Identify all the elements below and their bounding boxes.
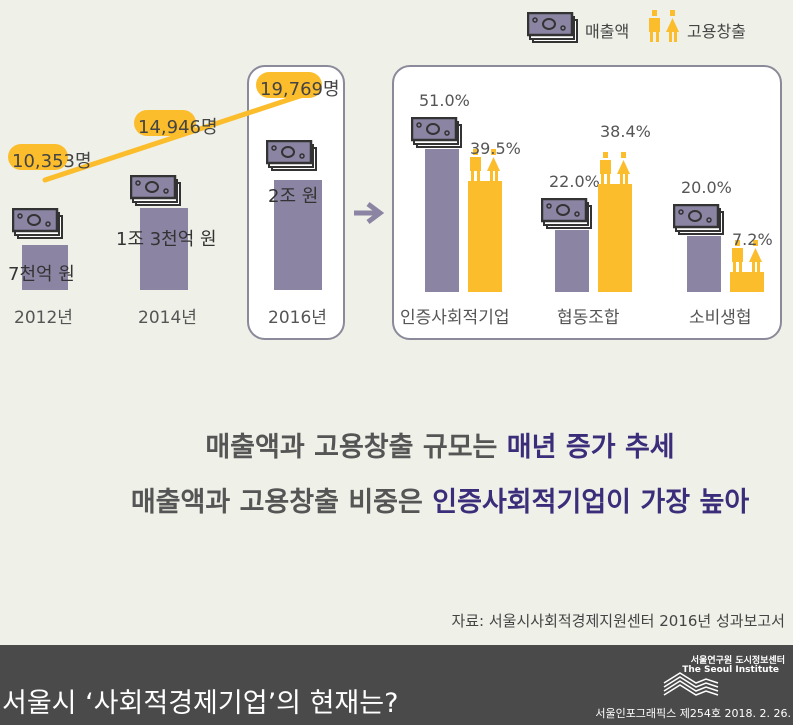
employment-share-label: 7.2%	[732, 229, 773, 249]
legend-sales: 매출액	[585, 22, 630, 41]
people-icon	[732, 239, 762, 272]
people-icon	[470, 149, 500, 182]
sales-share-label: 51.0%	[419, 91, 470, 111]
issue-info: 서울인포그래픽스 제254호 2018. 2. 26.	[595, 707, 791, 720]
employment-line	[42, 89, 315, 183]
sales-bar-2016	[274, 180, 322, 290]
employment-pill-2014	[134, 110, 196, 136]
employment-trend-line	[42, 89, 315, 183]
sales-share-label: 22.0%	[549, 172, 600, 192]
people-icon	[600, 152, 630, 185]
seoul-institute-logo	[663, 672, 719, 696]
sales-label-2014: 1조 3천억 원	[116, 229, 217, 250]
sales-share-bar	[425, 149, 459, 292]
employment-label-2014: 14,946명	[138, 117, 218, 138]
employment-share-label: 39.5%	[470, 139, 521, 159]
employment-share-bar	[598, 184, 632, 292]
legend: 매출액 고용창출	[527, 10, 787, 44]
category-label: 소비생협	[689, 308, 752, 328]
money-icon	[266, 140, 317, 171]
money-icon	[130, 175, 181, 206]
year-2016: 2016년	[268, 308, 327, 328]
employment-pill-2012	[8, 144, 68, 170]
employment-pill-2016	[256, 72, 322, 98]
money-icon	[673, 204, 724, 235]
source-note: 자료: 서울시사회적경제지원센터 2016년 성과보고서	[451, 612, 785, 630]
headline-1: 매출액과 고용창출 규모는 매년 증가 추세	[205, 432, 675, 463]
money-icon	[12, 208, 63, 239]
sales-share-bar	[555, 230, 589, 292]
sales-label-2012: 7천억 원	[8, 264, 75, 285]
org-name-kr: 서울연구원 도시정보센터	[690, 656, 785, 666]
category-label: 협동조합	[557, 308, 620, 328]
employment-share-label: 38.4%	[600, 122, 651, 142]
sales-share-bar	[687, 236, 721, 292]
year-2014: 2014년	[138, 308, 197, 328]
footer-title: 서울시 ‘사회적경제기업’의 현재는?	[2, 688, 399, 719]
headline-2: 매출액과 고용창출 비중은 인증사회적기업이 가장 높아	[130, 487, 750, 518]
sales-bar-2012	[22, 245, 68, 290]
people-icon	[649, 10, 679, 42]
footer: 서울시 ‘사회적경제기업’의 현재는? 서울연구원 도시정보센터 The Seo…	[0, 645, 793, 725]
sales-share-label: 20.0%	[681, 178, 732, 197]
arrow-right-icon	[354, 202, 385, 224]
employment-label-2012: 10,353명	[12, 151, 92, 172]
legend-employment: 고용창출	[687, 22, 746, 41]
category-label: 인증사회적기업	[400, 308, 510, 328]
sales-bar-2014	[140, 208, 188, 290]
year-2012: 2012년	[14, 308, 73, 328]
money-icon	[541, 198, 592, 230]
employment-share-bar	[468, 181, 502, 292]
sales-label-2016: 2조 원	[268, 186, 319, 207]
money-icon	[411, 117, 462, 149]
org-name-en: The Seoul Institute	[682, 665, 779, 675]
money-icon	[527, 12, 578, 43]
employment-label-2016: 19,769명	[260, 79, 340, 100]
employment-share-bar	[730, 271, 764, 292]
